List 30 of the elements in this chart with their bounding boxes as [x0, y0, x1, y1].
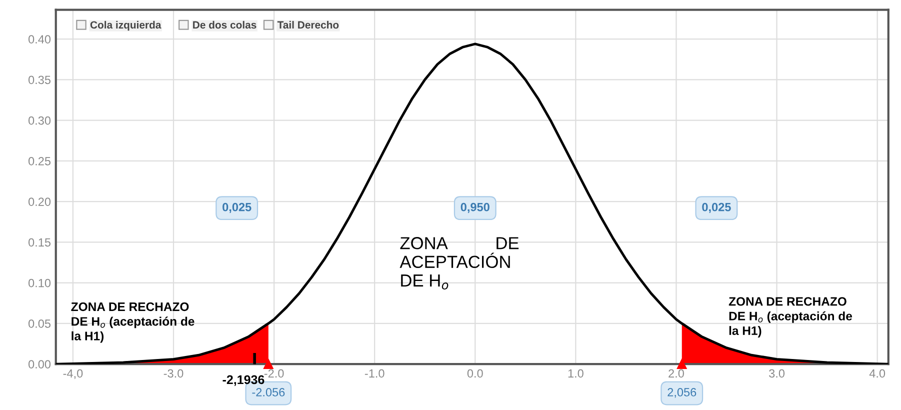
annotation: ZONA DE ACEPTACIÓN DE H$_{o}$ [400, 237, 519, 290]
y-tick-label: 0.10 [28, 278, 51, 288]
annotation: 2,056 [668, 388, 696, 398]
y-tick-label: 0.35 [28, 76, 51, 84]
annotation: 0,025 [702, 202, 731, 213]
x-tick-label: 0.0 [467, 369, 483, 378]
x-tick-label: -4,0 [63, 369, 83, 380]
annotation: 0,950 [460, 202, 490, 213]
annotation: -2,1936 [222, 375, 264, 386]
annotation: De dos colas [193, 20, 256, 29]
x-tick-label: 4.0 [869, 369, 886, 378]
x-tick-label: 2.0 [668, 369, 684, 378]
x-tick-label: -1.0 [364, 369, 384, 378]
y-tick-label: 0.00 [28, 360, 51, 368]
y-tick-label: 0.05 [28, 319, 51, 328]
annotation: 0,025 [222, 202, 252, 213]
annotation: ZONA DE RECHAZO DE H$_{o}$ (aceptación de la H1) [728, 297, 852, 338]
y-tick-label: 0.20 [28, 198, 51, 206]
annotation: ZONA DE RECHAZO DE H$_{o}$ (aceptación de la H1) [71, 302, 194, 343]
y-tick-label: 0.15 [28, 238, 51, 247]
x-tick-label: 1.0 [568, 369, 584, 378]
annotation: Tail Derecho [277, 20, 339, 29]
x-tick-label: -3.0 [164, 369, 184, 378]
x-tick-label: -2.0 [264, 369, 284, 378]
annotation: Cola izquierda [90, 20, 162, 31]
y-tick-label: 0.30 [28, 116, 51, 125]
x-tick-label: 3.0 [769, 369, 785, 378]
y-tick-label: 0.25 [28, 156, 51, 166]
annotation: -2.056 [252, 388, 285, 396]
y-tick-label: 0.40 [28, 35, 51, 44]
